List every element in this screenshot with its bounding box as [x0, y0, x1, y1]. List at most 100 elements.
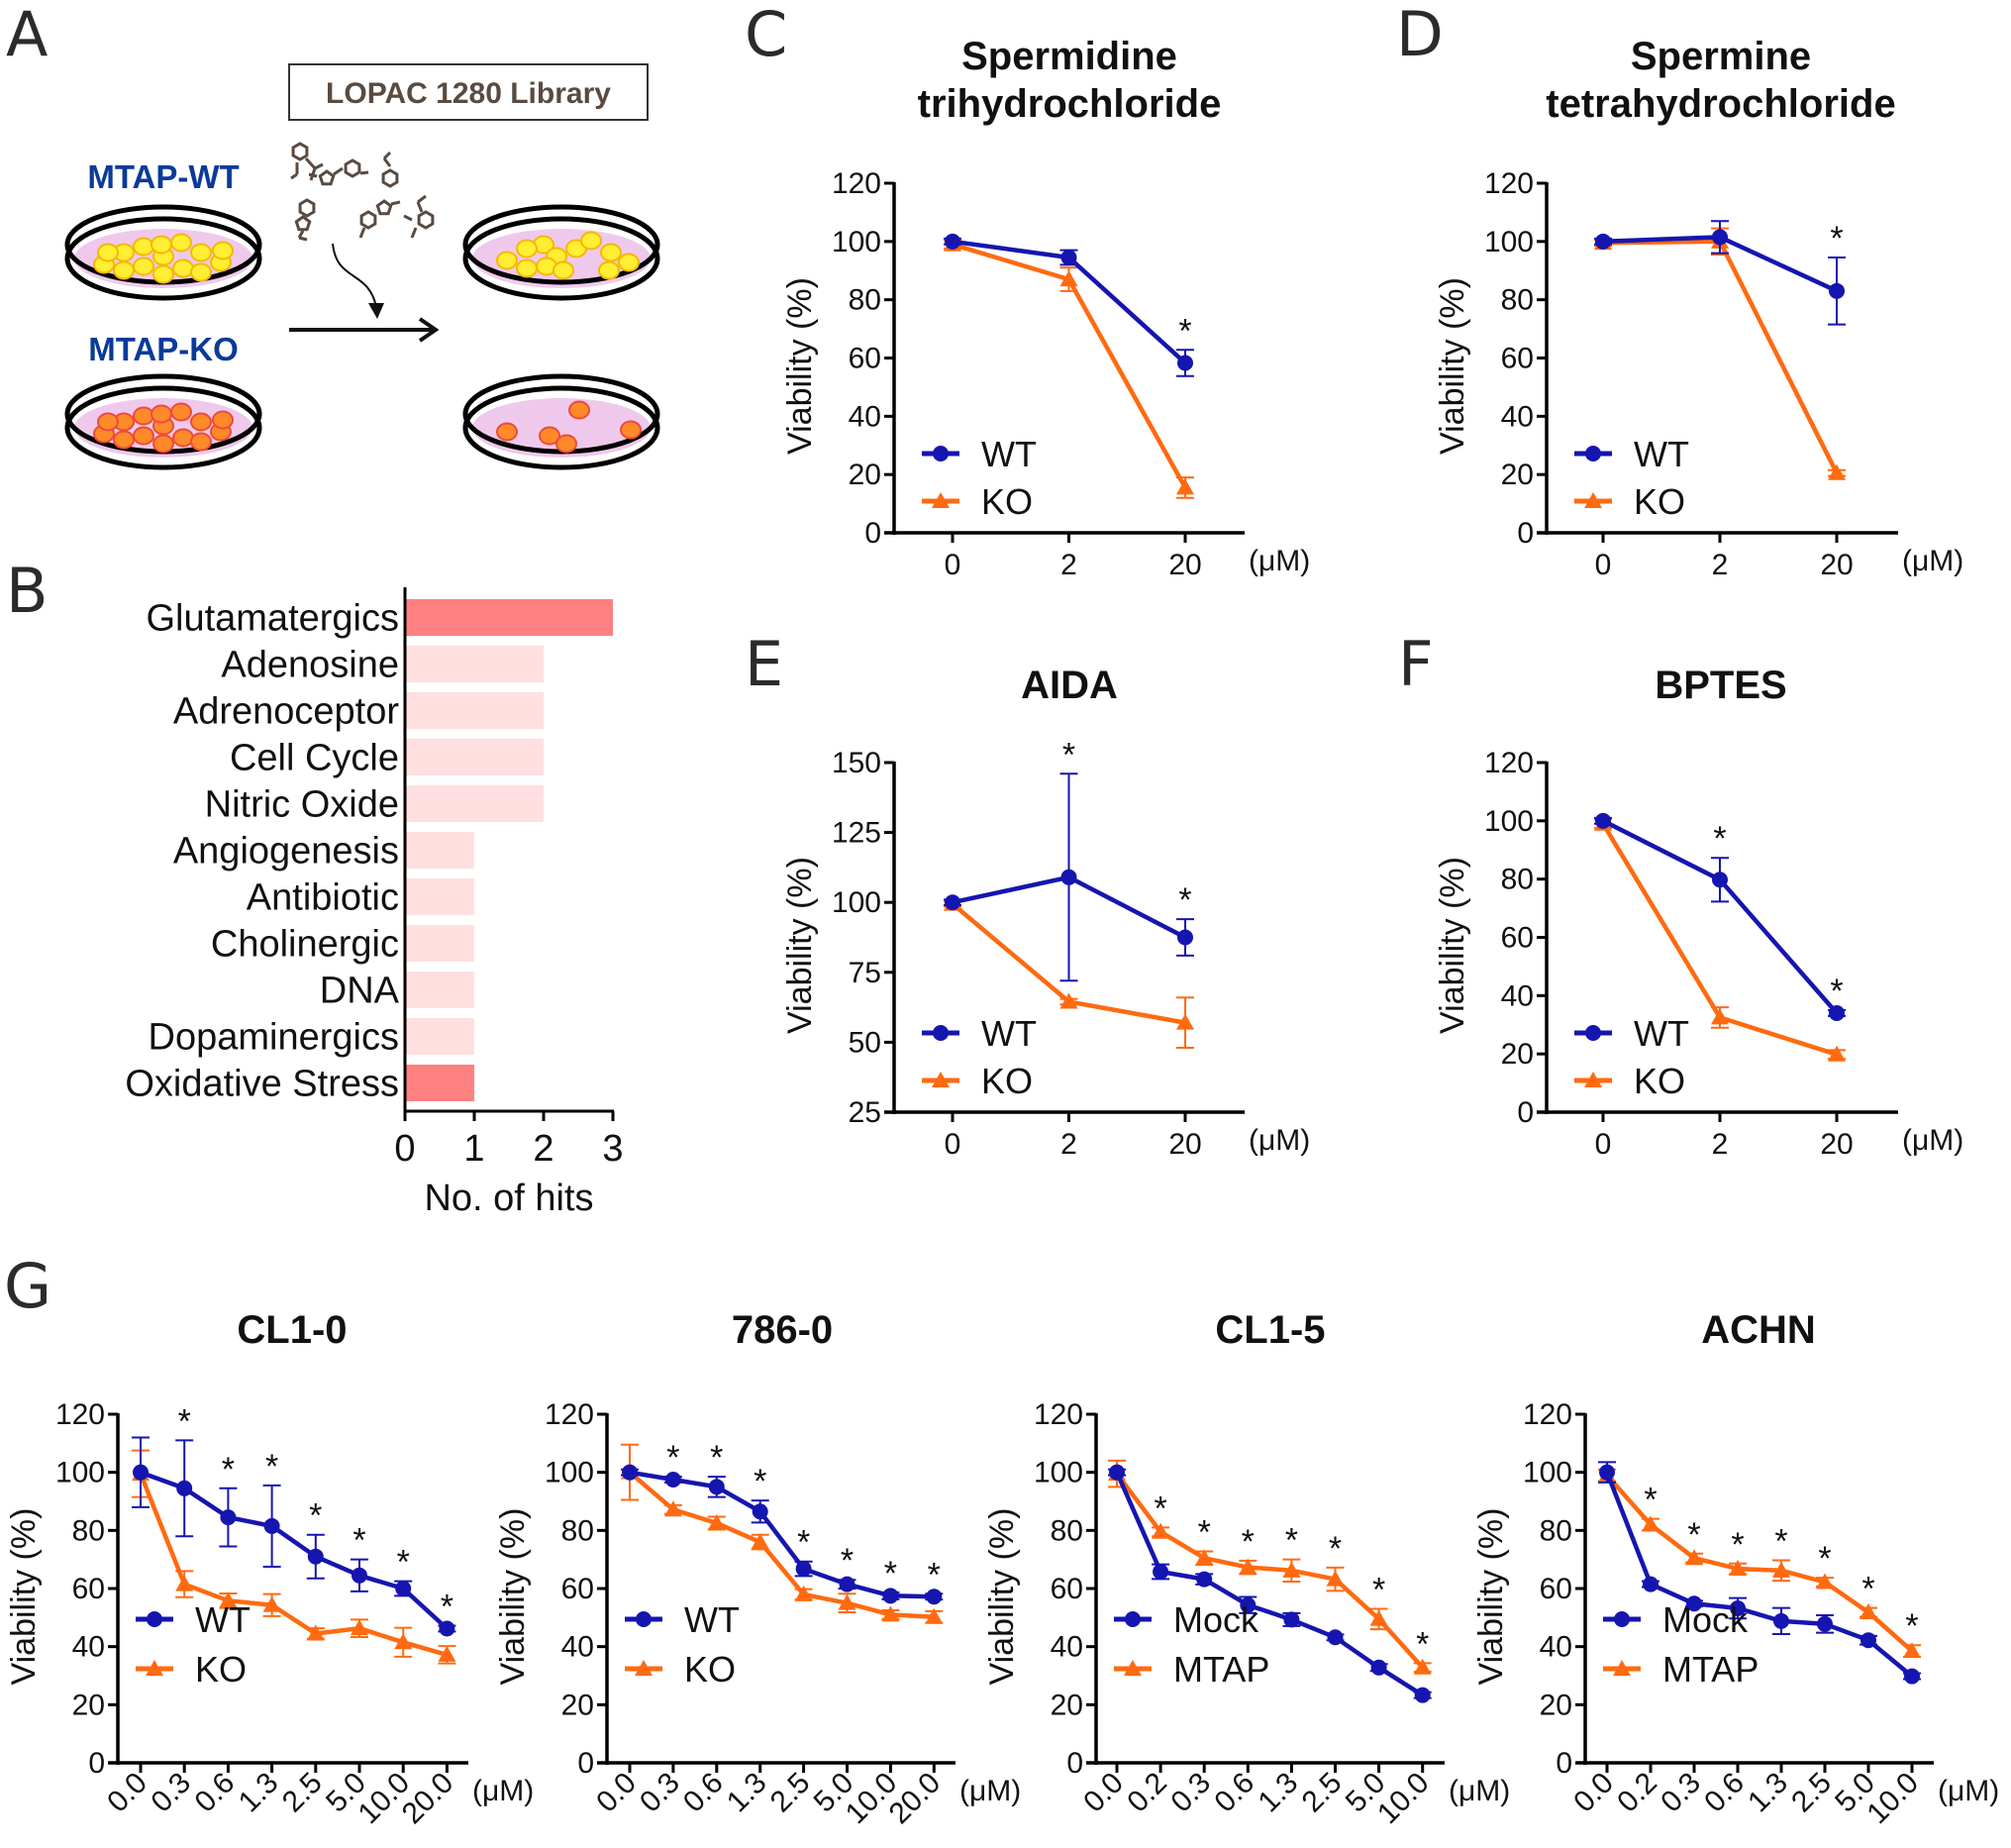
panel-label-a: A	[6, 0, 48, 70]
x-tick-label: 0.6	[1208, 1767, 1260, 1819]
data-point	[306, 1624, 325, 1641]
y-tick-label: 80	[1051, 1514, 1083, 1547]
x-tick-label: 1.3	[233, 1767, 285, 1819]
mtap-wt-label: MTAP-WT	[87, 158, 239, 195]
chart-g2: 786-0 0 20 40 60 80 100 120 Viability (%) 0.00.30…	[494, 1308, 1021, 1830]
data-point	[395, 1581, 412, 1596]
bar-nitric-oxide	[406, 785, 544, 822]
x-unit-label: (μM)	[959, 1775, 1021, 1807]
molecule-bond	[390, 200, 401, 206]
molecule-bond	[403, 214, 413, 222]
cell	[539, 426, 560, 446]
category-label: Angiogenesis	[173, 831, 399, 873]
chart-title: AIDA	[1021, 664, 1118, 707]
cell	[152, 264, 174, 284]
chart-d: Sperminetetrahydrochloride02040608010012…	[1434, 35, 1963, 581]
legend-label: WT	[195, 1599, 251, 1640]
dish-wt-after	[462, 204, 660, 301]
data-point	[1152, 1522, 1170, 1539]
x-unit-label: (μM)	[1902, 545, 1963, 577]
legend-item-mtap: MTAP	[1114, 1649, 1269, 1690]
legend-item-wt: WT	[922, 434, 1037, 474]
cell	[190, 262, 212, 282]
data-point	[945, 233, 960, 250]
y-tick-label: 75	[849, 957, 881, 989]
cell	[133, 426, 154, 446]
legend-item-mtap: MTAP	[1603, 1649, 1759, 1690]
legend-item-wt: WT	[1574, 434, 1689, 474]
cell	[580, 231, 602, 251]
y-tick-label: 80	[72, 1514, 105, 1547]
data-point	[1282, 1561, 1301, 1578]
y-tick-label: 60	[1501, 343, 1534, 375]
chart-title: trihydrochloride	[918, 82, 1222, 126]
series-wt	[132, 1436, 456, 1637]
y-tick-label: 40	[1540, 1631, 1572, 1664]
cell	[97, 243, 119, 262]
x-tick-label: 20.0	[396, 1767, 460, 1831]
cell	[152, 434, 174, 454]
significance-star: *	[1178, 312, 1191, 350]
cell	[496, 422, 518, 442]
data-point	[1060, 250, 1077, 266]
chart-c: Spermidinetrihydrochloride02040608010012…	[781, 35, 1310, 581]
y-tick-label: 60	[1501, 922, 1534, 955]
data-point	[307, 1548, 324, 1565]
legend-marker	[635, 1660, 653, 1676]
y-tick-label: 125	[832, 817, 881, 850]
bar-glutamatergics	[406, 599, 613, 636]
data-point	[219, 1591, 238, 1608]
cell	[190, 243, 212, 262]
legend-label: WT	[1634, 434, 1689, 474]
y-tick-label: 40	[1051, 1631, 1083, 1664]
cell	[516, 258, 538, 278]
legend-item-ko: KO	[625, 1649, 736, 1690]
significance-star: *	[666, 1439, 679, 1477]
x-tick-label: 2	[1712, 549, 1729, 581]
molecule-ring	[375, 199, 393, 216]
cell	[170, 402, 192, 422]
series-wt	[944, 233, 1194, 377]
cell	[568, 400, 590, 420]
chart-title: Spermine	[1631, 35, 1811, 78]
x-tick-label: 2	[1060, 1128, 1077, 1161]
legend-item-ko: KO	[136, 1649, 247, 1690]
data-point	[1730, 1599, 1746, 1616]
y-tick-label: 0	[864, 517, 881, 550]
molecule-ring	[381, 168, 399, 188]
legend-item-wt: WT	[136, 1599, 251, 1640]
cell	[151, 404, 172, 424]
y-tick-label: 120	[1484, 747, 1534, 779]
data-point	[838, 1593, 856, 1610]
y-tick-label: 20	[1501, 1038, 1534, 1071]
legend-item-mock: Mock	[1603, 1599, 1749, 1640]
bar-cell-cycle	[406, 739, 544, 775]
data-point	[945, 894, 960, 911]
category-label: Adenosine	[221, 645, 399, 686]
y-tick-label: 100	[832, 226, 881, 258]
significance-star: *	[1818, 1540, 1831, 1578]
x-tick-label: 0	[1595, 1128, 1612, 1161]
y-tick-label: 60	[561, 1573, 594, 1605]
molecule-bond	[417, 194, 427, 204]
legend-marker	[1584, 492, 1602, 508]
x-tick-label: 2	[1712, 1128, 1729, 1161]
bar-dopaminergics	[406, 1018, 474, 1055]
significance-star: *	[1416, 1625, 1429, 1663]
data-point	[794, 1585, 813, 1601]
y-tick-label: 120	[545, 1398, 594, 1431]
significance-star: *	[1372, 1572, 1385, 1609]
bar-angiogenesis	[406, 832, 474, 869]
significance-star: *	[1644, 1482, 1657, 1519]
legend-marker	[1124, 1660, 1142, 1676]
y-tick-label: 120	[832, 167, 881, 200]
legend-label: Mock	[1662, 1599, 1749, 1640]
significance-star: *	[1285, 1522, 1298, 1560]
legend-item-mock: Mock	[1114, 1599, 1259, 1640]
cell	[113, 430, 135, 450]
y-axis-label: Viability (%)	[5, 1508, 43, 1686]
data-point	[1772, 1561, 1790, 1578]
cell	[190, 412, 212, 432]
series-line	[628, 1470, 935, 1619]
y-axis-label: Viability (%)	[1472, 1508, 1510, 1686]
